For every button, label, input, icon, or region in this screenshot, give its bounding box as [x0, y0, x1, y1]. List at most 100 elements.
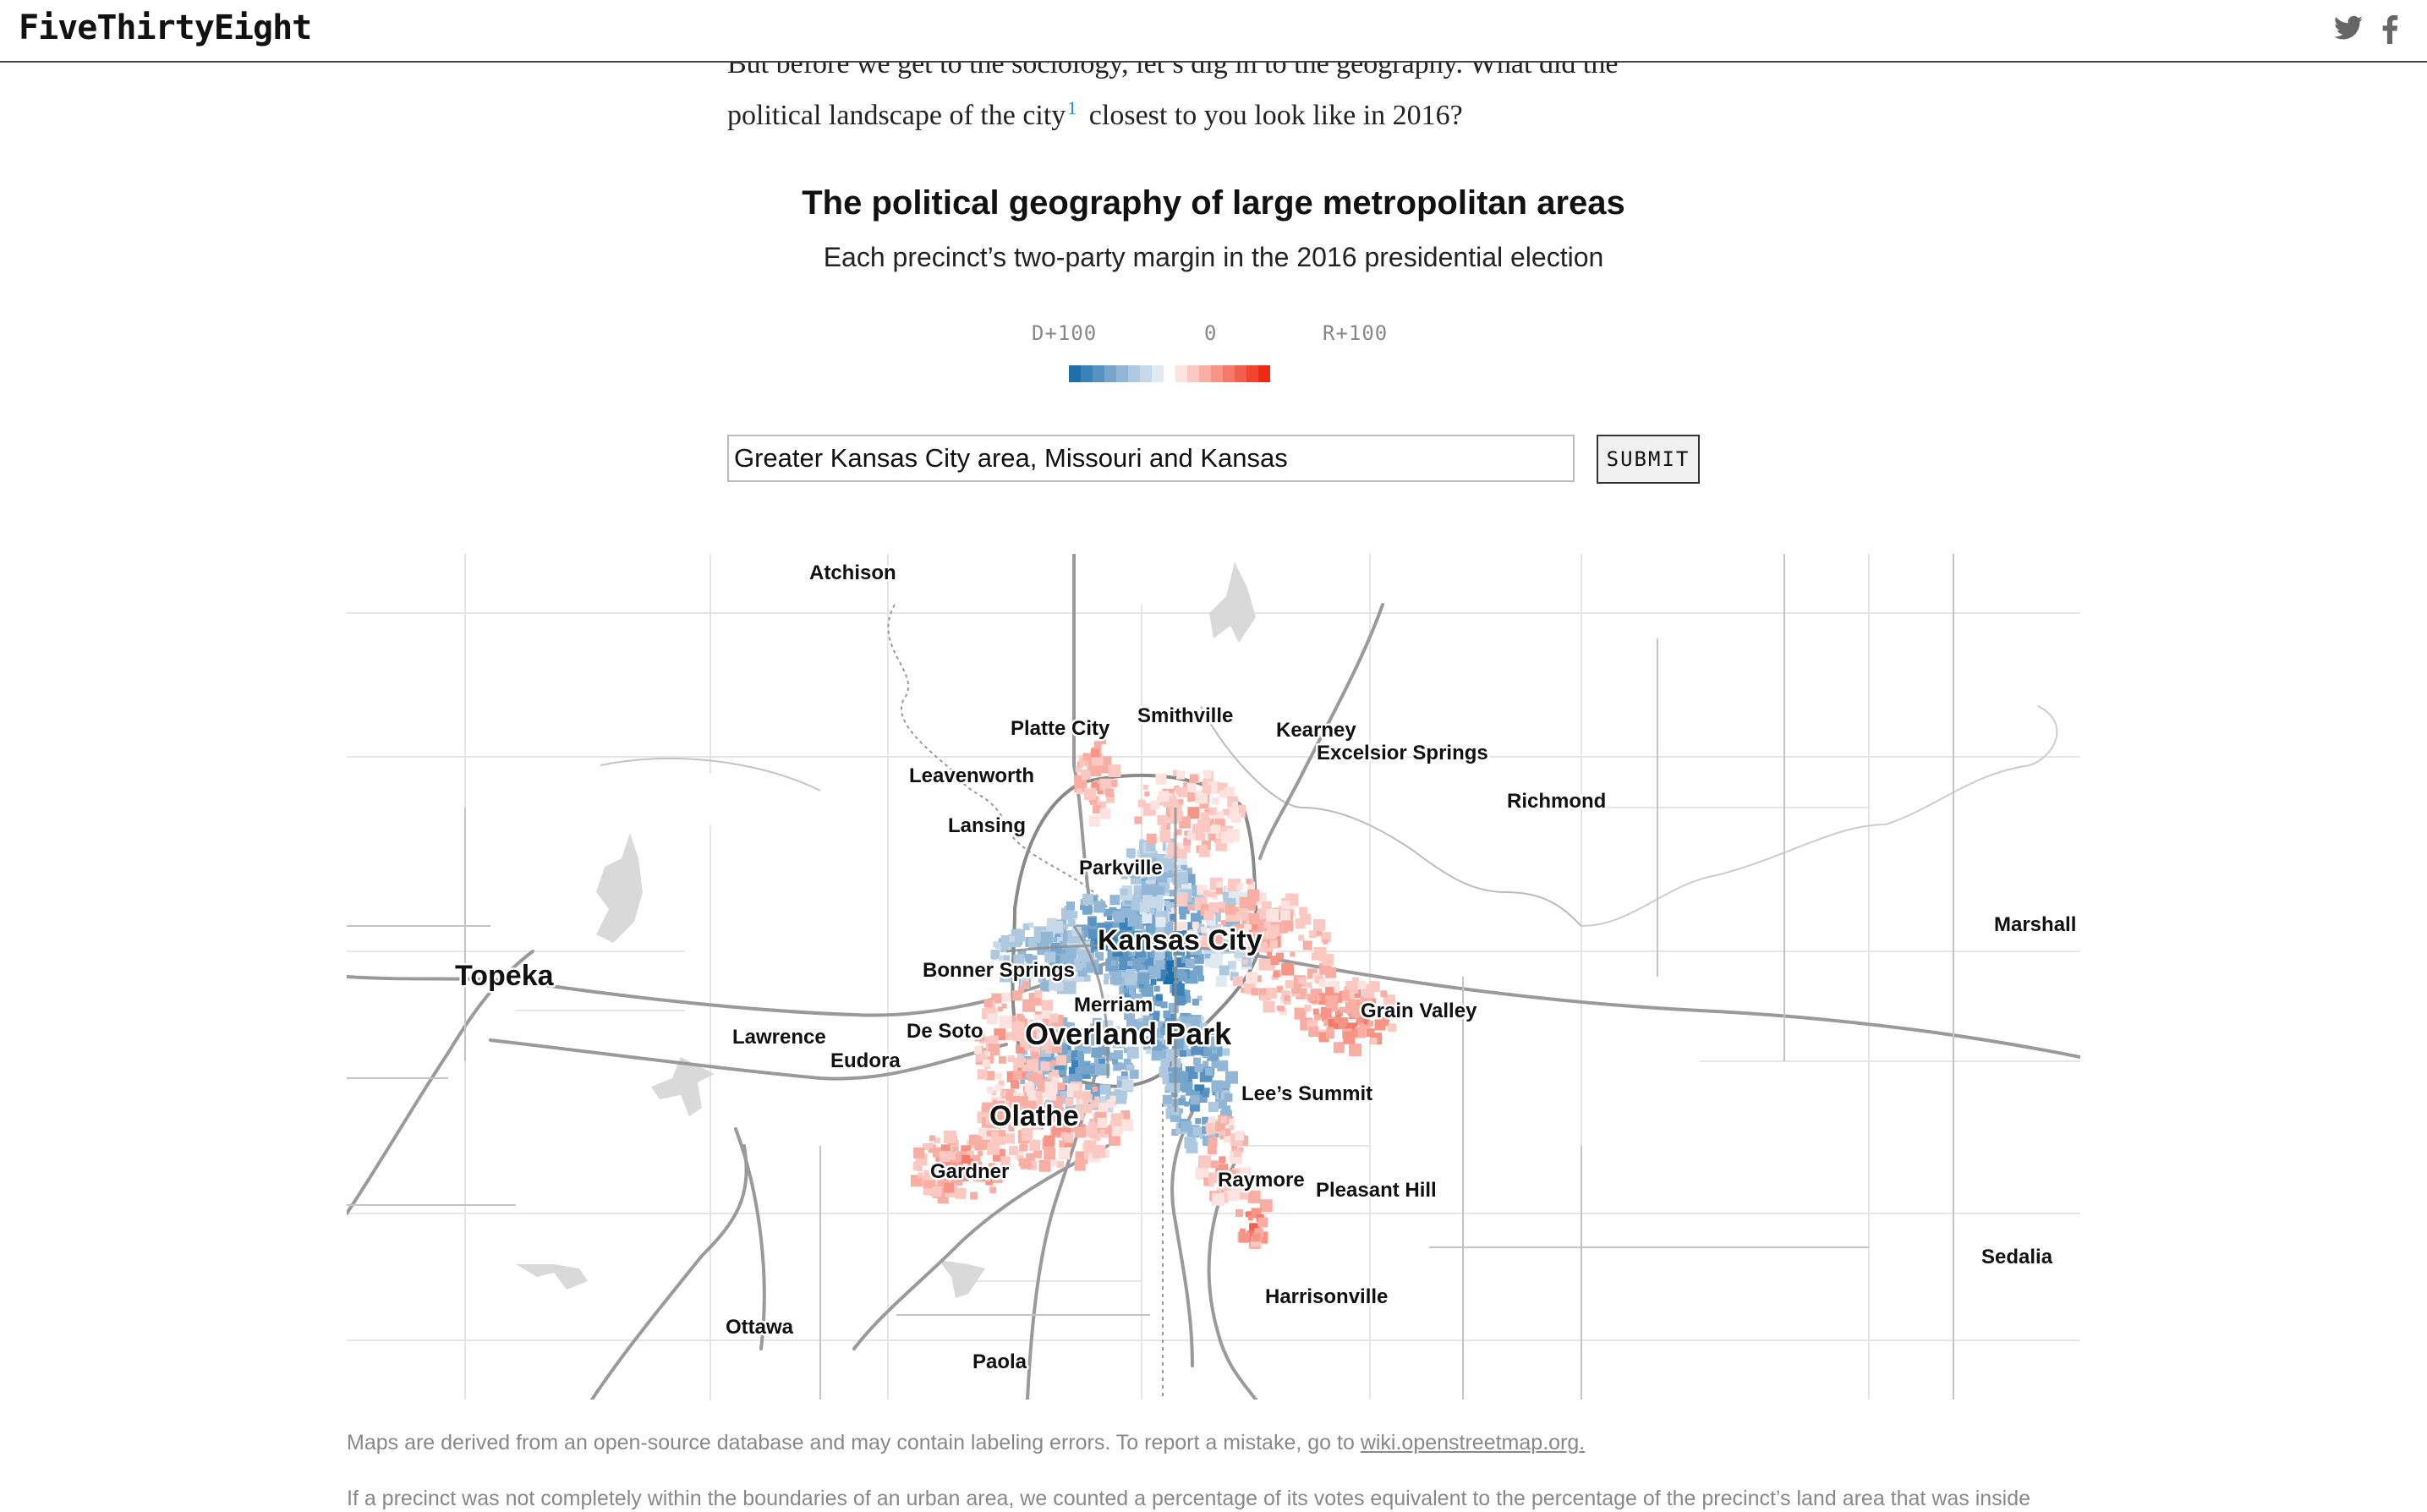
precinct-tile: [1163, 890, 1170, 896]
precinct-tile: [951, 1153, 961, 1163]
precinct-tile: [1016, 1050, 1025, 1059]
precinct-tile: [1175, 829, 1182, 835]
precinct-tile: [1077, 1099, 1083, 1105]
precinct-tile: [1091, 1047, 1102, 1058]
precinct-tile: [1000, 1090, 1006, 1097]
precinct-tile: [1075, 962, 1083, 971]
precinct-tile: [1309, 930, 1318, 939]
precinct-tile: [982, 1059, 990, 1067]
submit-button[interactable]: SUBMIT: [1597, 435, 1700, 484]
precinct-tile: [1199, 1022, 1208, 1031]
facebook-icon[interactable]: [2381, 15, 2398, 48]
precinct-tile: [1027, 1160, 1038, 1170]
precinct-tile: [998, 1130, 1005, 1137]
precinct-tile: [1090, 797, 1097, 805]
openstreetmap-link[interactable]: wiki.openstreetmap.org.: [1360, 1431, 1586, 1454]
precinct-tile: [1143, 1042, 1152, 1050]
label-de-soto: De Soto: [907, 1020, 983, 1043]
precinct-tile: [1090, 748, 1099, 758]
precinct-tile: [1106, 794, 1115, 803]
precinct-tile: [999, 956, 1004, 961]
label-paola: Paola: [972, 1350, 1027, 1373]
precinct-map[interactable]: Atchison Platte City Smithville Kearney …: [347, 554, 2080, 1400]
precinct-tile: [1248, 903, 1256, 911]
precinct-tile: [1155, 773, 1167, 785]
precinct-tile: [1127, 863, 1140, 876]
precinct-tile: [1182, 941, 1189, 948]
precinct-tile: [1126, 1046, 1139, 1059]
precinct-tile: [1056, 1055, 1066, 1066]
precinct-tile: [1225, 904, 1235, 915]
precinct-tile: [1156, 871, 1167, 882]
precinct-tile: [1229, 938, 1235, 945]
precinct-tile: [1143, 990, 1150, 997]
precinct-tile: [1178, 799, 1184, 805]
legend-swatch-rep-2: [1199, 365, 1211, 382]
precinct-tile: [923, 1188, 930, 1196]
precinct-tile: [1161, 825, 1166, 831]
precinct-tile: [970, 1161, 983, 1174]
precinct-tile: [1152, 1049, 1159, 1056]
precinct-tile: [1319, 962, 1332, 975]
precinct-tile: [1120, 1071, 1128, 1078]
precinct-tile: [1204, 953, 1212, 961]
precinct-tile: [1094, 1134, 1101, 1141]
precinct-tile: [1226, 918, 1236, 928]
precinct-tile: [1207, 1036, 1219, 1049]
twitter-icon[interactable]: [2334, 15, 2363, 45]
precinct-tile: [1334, 1016, 1341, 1024]
precinct-tile: [1098, 1044, 1104, 1049]
precinct-tile: [1159, 830, 1171, 842]
precinct-tile: [1121, 972, 1127, 978]
legend-swatch-rep-6: [1246, 365, 1258, 382]
legend-swatch-rep-5: [1235, 365, 1246, 382]
precinct-tile: [1211, 1080, 1224, 1093]
precinct-tile: [1201, 844, 1208, 852]
precinct-tiles: [910, 737, 1401, 1249]
metro-search-input[interactable]: [727, 435, 1575, 482]
precinct-tile: [1020, 1143, 1027, 1152]
precinct-tile: [928, 1142, 934, 1148]
precinct-tile: [1167, 877, 1173, 883]
precinct-tile: [1247, 889, 1260, 901]
precinct-tile: [1102, 945, 1109, 951]
precinct-tile: [1185, 922, 1194, 931]
precinct-tile: [1334, 1008, 1343, 1016]
precinct-tile: [1224, 1093, 1233, 1102]
precinct-tile: [973, 1046, 982, 1055]
precinct-tile: [1150, 930, 1157, 938]
precinct-tile: [1153, 985, 1160, 992]
map-canvas[interactable]: Atchison Platte City Smithville Kearney …: [347, 554, 2080, 1400]
precinct-tile: [1016, 1120, 1023, 1127]
site-logo[interactable]: FiveThirtyEight: [19, 8, 312, 47]
precinct-tile: [1225, 1071, 1238, 1084]
precinct-tile: [1304, 1005, 1312, 1012]
precinct-tile: [1208, 1102, 1219, 1112]
precinct-tile: [1066, 901, 1075, 911]
precinct-tile: [1082, 893, 1094, 905]
precinct-tile: [1109, 907, 1117, 915]
precinct-tile: [1106, 1099, 1115, 1108]
footnote-link[interactable]: 1: [1067, 97, 1077, 118]
river-line-east: [1200, 705, 1582, 927]
precinct-tile: [1209, 891, 1216, 898]
precinct-tile: [1281, 900, 1290, 909]
precinct-tile: [1175, 786, 1183, 795]
precinct-tile: [1155, 885, 1165, 896]
precinct-tile: [1117, 1089, 1127, 1099]
precinct-tile: [1232, 919, 1241, 928]
precinct-tile: [1198, 1155, 1211, 1169]
precinct-tile: [1323, 939, 1329, 945]
color-legend: D+100 0 R+100: [1006, 321, 1412, 389]
precinct-tile: [1214, 1121, 1225, 1132]
precinct-tile: [940, 1144, 951, 1154]
precinct-tile: [1297, 977, 1307, 986]
precinct-tile: [1146, 833, 1157, 844]
precinct-tile: [1203, 890, 1211, 897]
precinct-tile: [1022, 1071, 1033, 1081]
precinct-tile: [1180, 1094, 1186, 1100]
precinct-tile: [1266, 961, 1275, 971]
precinct-tile: [1085, 1084, 1095, 1094]
label-smithville: Smithville: [1137, 704, 1233, 727]
precinct-method-note: If a precinct was not completely within …: [347, 1487, 2031, 1510]
